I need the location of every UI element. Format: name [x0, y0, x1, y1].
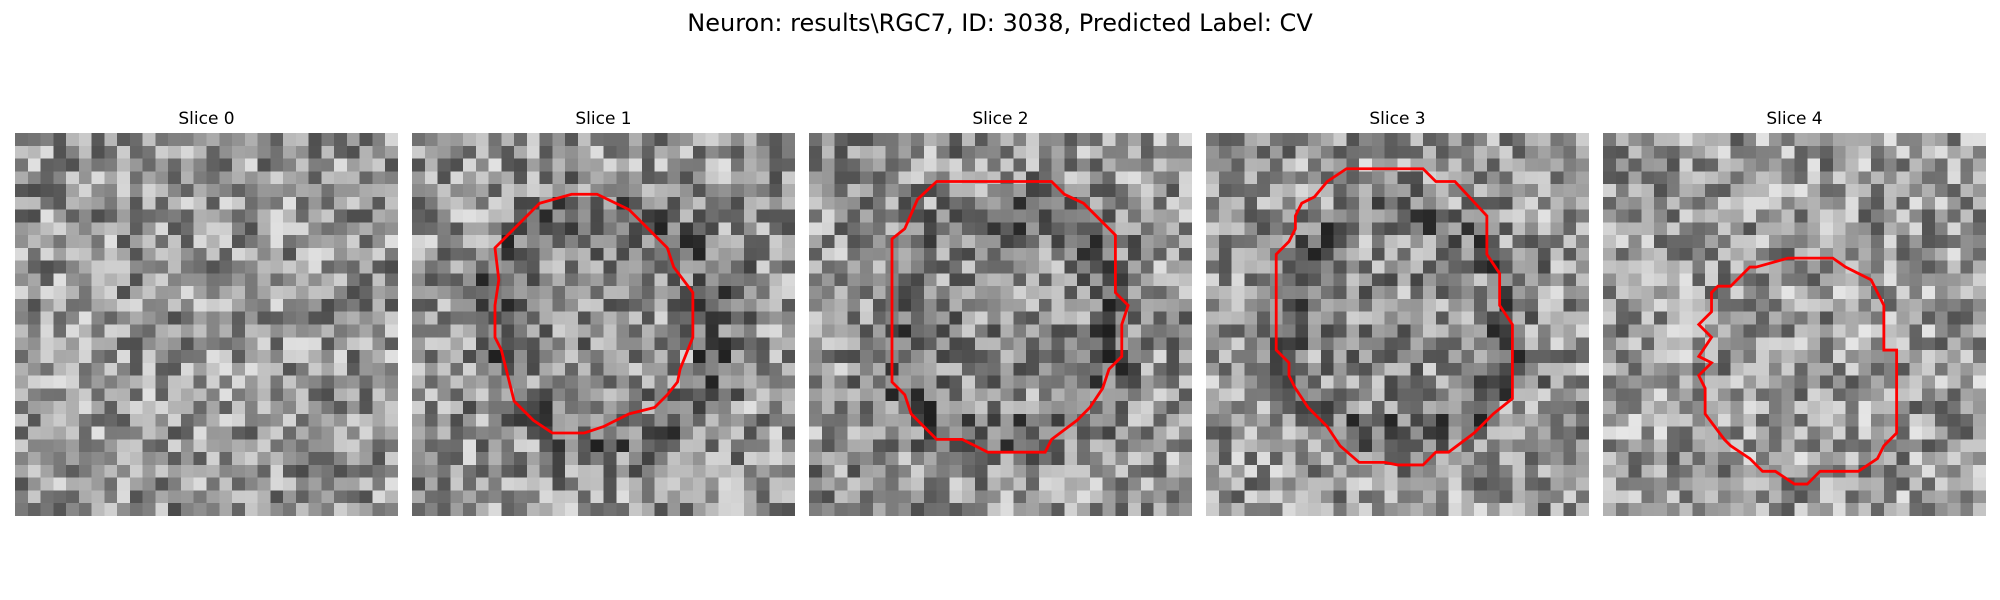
- roi-contour: [1696, 256, 1899, 486]
- slice-image-0: [15, 133, 398, 516]
- slice-image-1: [412, 133, 795, 516]
- pixel-grid: [809, 133, 1192, 516]
- slice-title-2: Slice 2: [972, 109, 1029, 129]
- slice-title-4: Slice 4: [1766, 109, 1823, 129]
- pixel-grid: [412, 133, 795, 516]
- figure-title: Neuron: results\RGC7, ID: 3038, Predicte…: [687, 9, 1313, 37]
- slice-image-4: [1603, 133, 1986, 516]
- slice-title-1: Slice 1: [575, 109, 632, 129]
- slice-image-2: [809, 133, 1192, 516]
- slice-title-0: Slice 0: [178, 109, 235, 129]
- slice-title-3: Slice 3: [1369, 109, 1426, 129]
- roi-contour: [890, 180, 1130, 454]
- roi-contour: [1274, 167, 1514, 467]
- roi-contour: [493, 192, 695, 435]
- pixel-grid: [1206, 133, 1589, 516]
- slice-image-3: [1206, 133, 1589, 516]
- pixel-grid: [15, 133, 398, 516]
- pixel-grid: [1603, 133, 1986, 516]
